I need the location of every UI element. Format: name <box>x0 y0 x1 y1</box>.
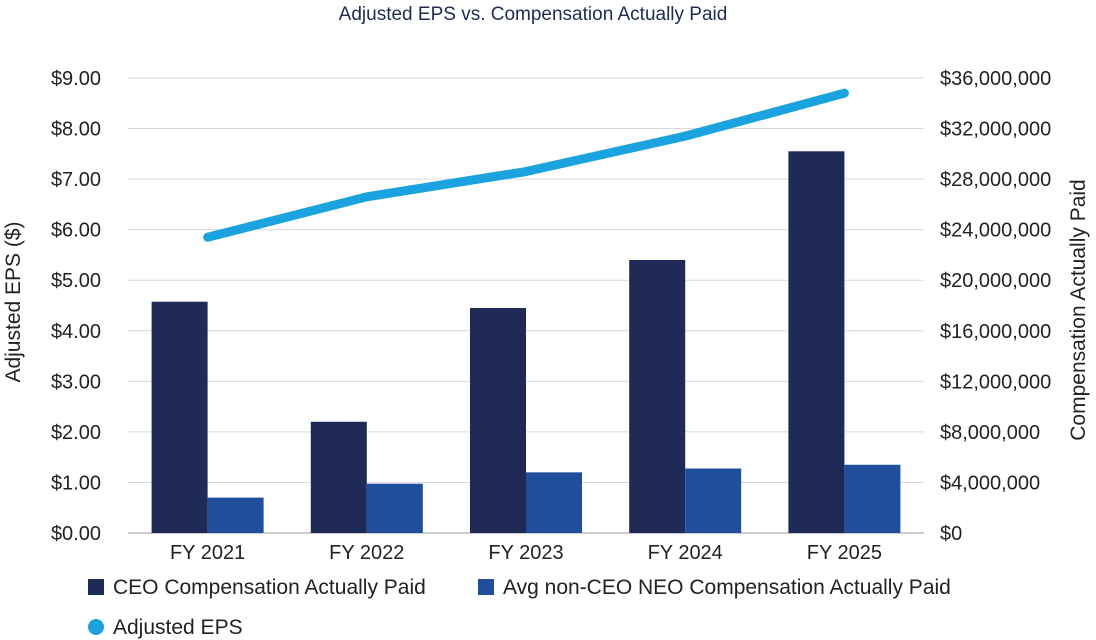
left-tick-label: $0.00 <box>51 523 101 545</box>
left-axis-label: Adjusted EPS ($) <box>2 221 25 382</box>
category-label: FY 2025 <box>807 542 882 564</box>
eps-line <box>203 88 849 242</box>
left-tick-label: $4.00 <box>51 321 101 343</box>
left-tick-label: $3.00 <box>51 371 101 393</box>
right-tick-label: $28,000,000 <box>940 169 1051 191</box>
neo-cap-bar <box>685 468 742 533</box>
legend: CEO Compensation Actually Paid Avg non-CE… <box>88 576 951 639</box>
ceo-cap-bar <box>629 260 686 533</box>
ceo-cap-bar <box>310 421 367 533</box>
right-tick-label: $32,000,000 <box>940 119 1051 141</box>
left-tick-label: $5.00 <box>51 270 101 292</box>
category-label: FY 2024 <box>648 542 723 564</box>
eps-series-line <box>203 88 849 242</box>
left-tick-label: $7.00 <box>51 169 101 191</box>
neo-cap-bar <box>844 464 901 533</box>
neo-cap-bar <box>526 472 582 533</box>
category-labels: FY 2021 FY 2022 FY 2023 FY 2024 FY 2025 <box>170 542 882 564</box>
legend-swatch <box>88 619 104 635</box>
category-label: FY 2021 <box>170 542 245 564</box>
ceo-cap-bar <box>151 301 208 533</box>
legend-swatch <box>478 579 494 595</box>
legend-swatch <box>88 579 104 595</box>
legend-label: Avg non-CEO NEO Compensation Actually Pa… <box>503 576 951 599</box>
bars <box>151 151 901 534</box>
neo-cap-bar <box>366 483 423 533</box>
right-axis-label: Compensation Actually Paid <box>1067 179 1090 441</box>
left-tick-label: $8.00 <box>51 119 101 141</box>
left-tick-label: $6.00 <box>51 220 101 242</box>
legend-label: CEO Compensation Actually Paid <box>113 576 426 599</box>
right-tick-label: $4,000,000 <box>940 472 1040 494</box>
left-tick-label: $1.00 <box>51 472 101 494</box>
chart-title: Adjusted EPS vs. Compensation Actually P… <box>339 4 728 25</box>
right-axis-ticks: $0 $4,000,000 $8,000,000 $12,000,000 $16,000… <box>940 68 1051 545</box>
left-tick-label: $2.00 <box>51 422 101 444</box>
right-tick-label: $0 <box>940 523 962 545</box>
ceo-cap-bar <box>788 151 845 534</box>
category-label: FY 2023 <box>488 542 563 564</box>
right-tick-label: $12,000,000 <box>940 371 1051 393</box>
ceo-cap-bar <box>470 308 526 533</box>
legend-label: Adjusted EPS <box>113 616 243 639</box>
right-tick-label: $8,000,000 <box>940 422 1040 444</box>
left-axis-ticks: $0.00 $1.00 $2.00 $3.00 $4.00 $5.00 $6.00 $7.00… <box>51 68 101 545</box>
right-tick-label: $36,000,000 <box>940 68 1051 90</box>
right-tick-label: $24,000,000 <box>940 220 1051 242</box>
neo-cap-bar <box>207 497 264 533</box>
category-label: FY 2022 <box>329 542 404 564</box>
right-tick-label: $20,000,000 <box>940 270 1051 292</box>
right-tick-label: $16,000,000 <box>940 321 1051 343</box>
left-tick-label: $9.00 <box>51 68 101 90</box>
